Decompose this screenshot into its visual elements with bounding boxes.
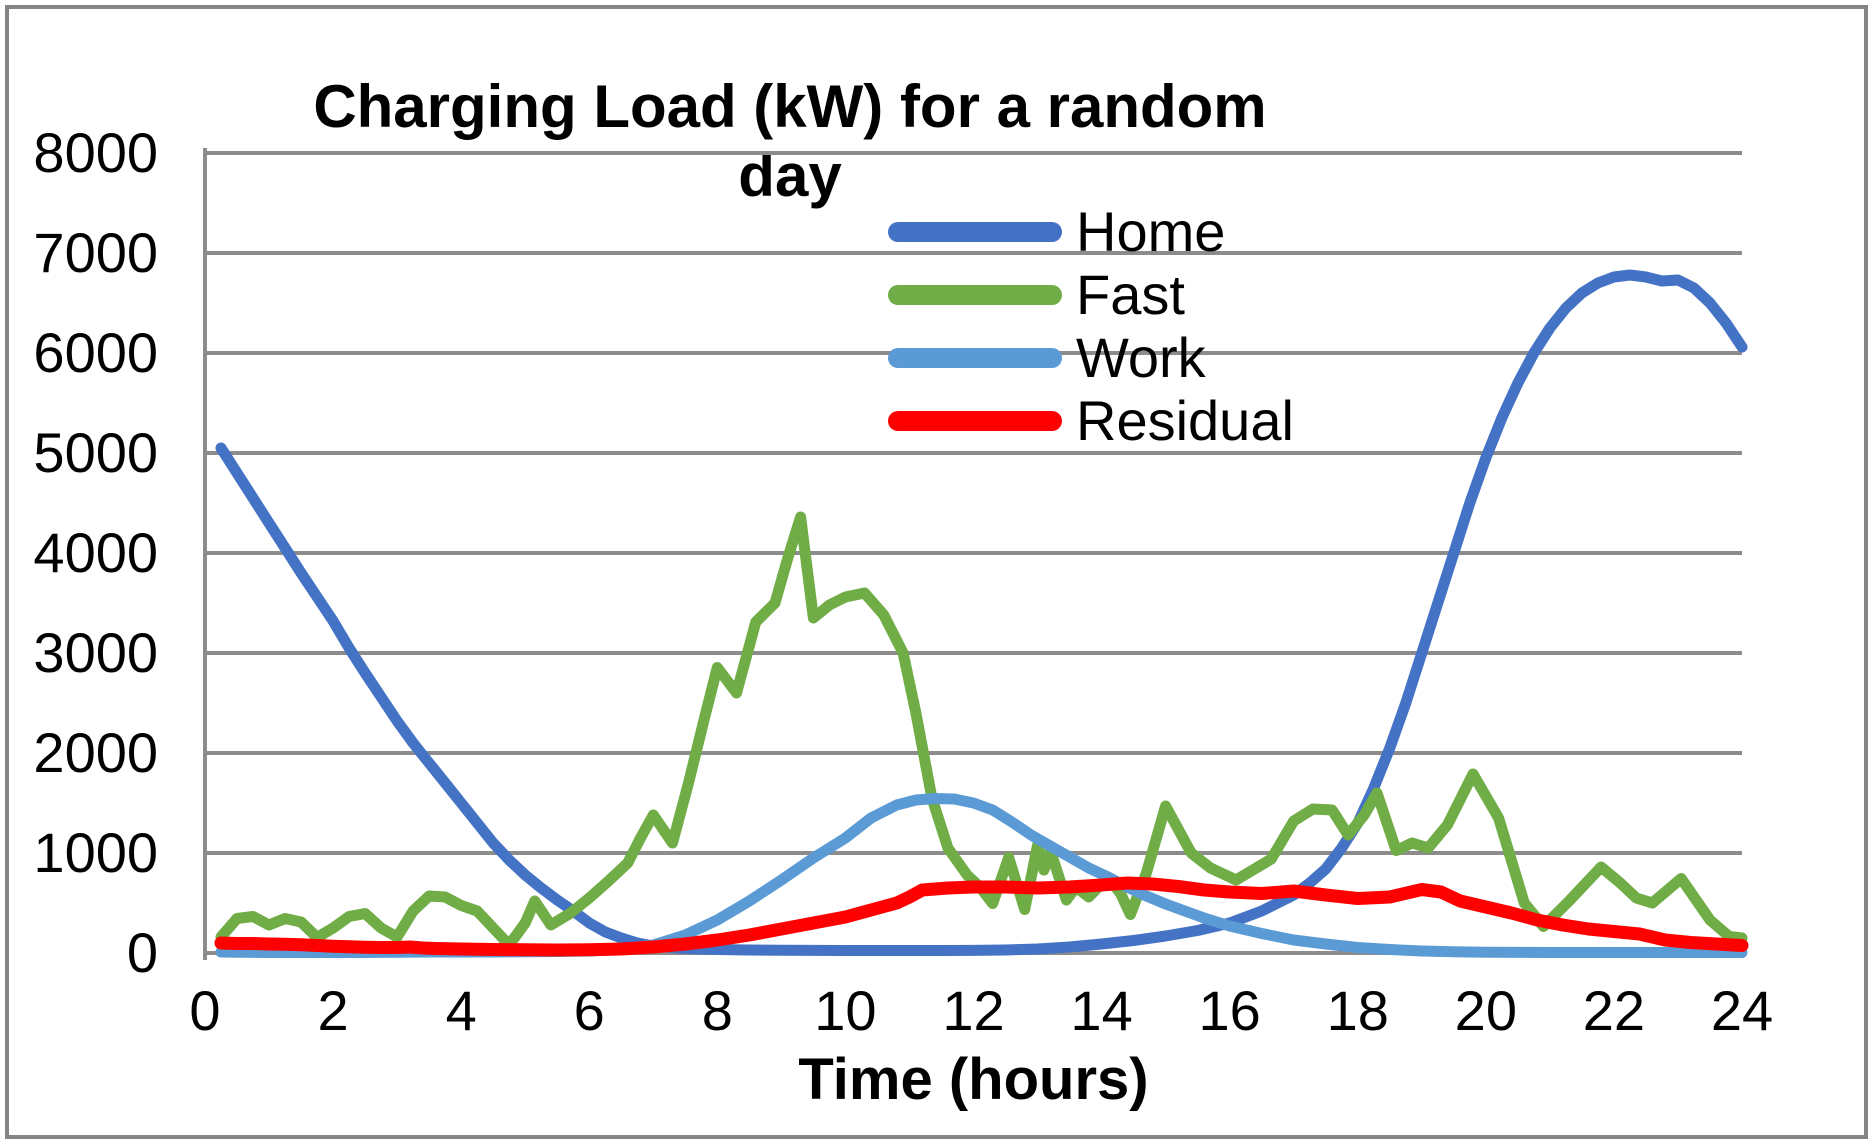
- legend-item-fast: Fast: [888, 263, 1294, 326]
- series-line-residual: [214, 876, 1749, 957]
- y-tick-label: 2000: [33, 721, 158, 784]
- x-tick-label: 4: [446, 979, 477, 1042]
- x-tick-label: 22: [1583, 979, 1645, 1042]
- chart-border: [5, 5, 1868, 1139]
- series-line-fast: [215, 511, 1748, 951]
- x-tick-label: 24: [1711, 979, 1773, 1042]
- legend-item-home: Home: [888, 200, 1294, 263]
- x-tick-label: 6: [574, 979, 605, 1042]
- x-tick-label: 12: [942, 979, 1004, 1042]
- legend-item-work: Work: [888, 326, 1294, 389]
- series-line-home: [215, 269, 1748, 956]
- legend-item-residual: Residual: [888, 389, 1294, 452]
- x-tick-label: 20: [1455, 979, 1517, 1042]
- y-tick-label: 4000: [33, 521, 158, 584]
- y-tick-label: 5000: [33, 421, 158, 484]
- x-tick-label: 2: [318, 979, 349, 1042]
- y-tick-label: 1000: [33, 821, 158, 884]
- x-tick-label: 8: [702, 979, 733, 1042]
- legend-label: Work: [1076, 326, 1206, 389]
- work-series-swatch: [888, 347, 1062, 368]
- y-tick-label: 6000: [33, 321, 158, 384]
- residual-series-swatch: [888, 410, 1062, 431]
- home-series-swatch: [888, 221, 1062, 242]
- x-tick-label: 14: [1070, 979, 1132, 1042]
- y-tick-label: 0: [127, 921, 158, 984]
- x-tick-label: 18: [1327, 979, 1389, 1042]
- y-tick-label: 7000: [33, 221, 158, 284]
- legend-label: Residual: [1076, 389, 1294, 452]
- x-tick-label: 0: [189, 979, 220, 1042]
- x-tick-label: 16: [1199, 979, 1261, 1042]
- chart-legend: Home Fast Work Residual: [888, 200, 1294, 452]
- legend-label: Fast: [1076, 263, 1185, 326]
- y-tick-label: 3000: [33, 621, 158, 684]
- x-tick-label: 10: [814, 979, 876, 1042]
- y-tick-label: 8000: [33, 121, 158, 184]
- x-axis-title: Time (hours): [798, 1047, 1149, 1112]
- fast-series-swatch: [888, 284, 1062, 305]
- legend-label: Home: [1076, 200, 1226, 263]
